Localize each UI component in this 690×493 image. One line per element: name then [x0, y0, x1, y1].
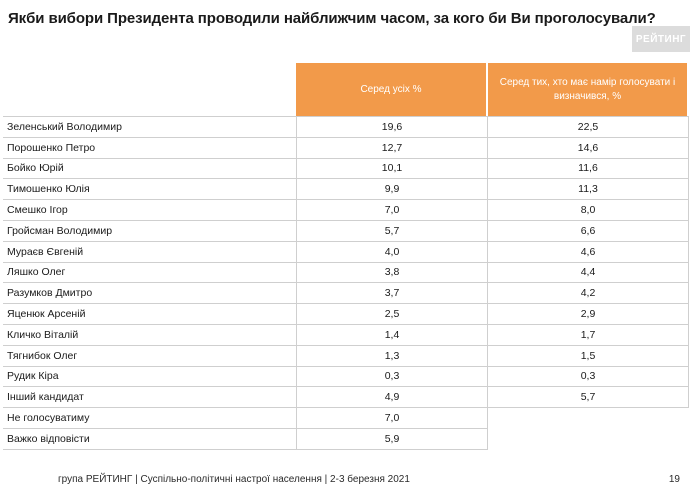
value-all: 5,9 — [296, 428, 488, 450]
value-all: 3,7 — [296, 283, 488, 305]
table-row: Порошенко Петро 12,7 14,6 — [3, 137, 689, 159]
table-row: Тимошенко Юлія 9,9 11,3 — [3, 179, 689, 201]
candidate-name: Інший кандидат — [3, 387, 296, 409]
value-decided — [488, 429, 689, 450]
value-all: 4,9 — [296, 387, 488, 409]
value-decided: 4,6 — [488, 241, 689, 263]
table-header-row: Серед усіх % Серед тих, хто має намір го… — [3, 63, 689, 116]
table-row: Тягнибок Олег 1,3 1,5 — [3, 345, 689, 367]
candidate-name: Разумков Дмитро — [3, 283, 296, 305]
table-row: Гройсман Володимир 5,7 6,6 — [3, 220, 689, 242]
table-row: Разумков Дмитро 3,7 4,2 — [3, 283, 689, 305]
header-blank-cell — [3, 63, 296, 116]
column-header-all: Серед усіх % — [296, 63, 488, 116]
candidate-name: Важко відповісти — [3, 428, 296, 450]
value-decided: 11,3 — [488, 179, 689, 201]
value-all: 7,0 — [296, 408, 488, 429]
table-row: Рудик Кіра 0,3 0,3 — [3, 366, 689, 388]
value-decided — [488, 408, 689, 429]
column-header-decided: Серед тих, хто має намір голосувати і ви… — [488, 63, 689, 116]
value-decided: 1,5 — [488, 345, 689, 367]
value-decided: 5,7 — [488, 387, 689, 409]
value-decided: 6,6 — [488, 220, 689, 242]
value-all: 19,6 — [296, 116, 488, 138]
value-all: 1,3 — [296, 345, 488, 367]
candidate-name: Кличко Віталій — [3, 324, 296, 346]
candidate-name: Гройсман Володимир — [3, 220, 296, 242]
candidate-name: Бойко Юрій — [3, 158, 296, 180]
candidate-name: Мураєв Євгеній — [3, 241, 296, 263]
value-decided: 8,0 — [488, 200, 689, 221]
value-all: 10,1 — [296, 158, 488, 180]
value-decided: 14,6 — [488, 137, 689, 159]
candidate-name: Зеленський Володимир — [3, 116, 296, 138]
value-decided: 22,5 — [488, 116, 689, 138]
table-row: Смешко Ігор 7,0 8,0 — [3, 200, 689, 221]
candidate-name: Рудик Кіра — [3, 366, 296, 388]
value-decided: 1,7 — [488, 324, 689, 346]
candidate-name: Ляшко Олег — [3, 262, 296, 284]
value-all: 1,4 — [296, 324, 488, 346]
value-all: 0,3 — [296, 366, 488, 388]
value-decided: 4,2 — [488, 283, 689, 305]
results-table: Серед усіх % Серед тих, хто має намір го… — [3, 63, 689, 450]
candidate-name: Яценюк Арсеній — [3, 304, 296, 325]
rating-logo: РЕЙТИНГ — [632, 26, 690, 52]
value-all: 5,7 — [296, 220, 488, 242]
value-all: 4,0 — [296, 241, 488, 263]
table-row: Мураєв Євгеній 4,0 4,6 — [3, 241, 689, 263]
table-row: Кличко Віталій 1,4 1,7 — [3, 324, 689, 346]
table-row: Важко відповісти 5,9 — [3, 428, 689, 450]
footer-text: група РЕЙТИНГ | Суспільно-політичні наст… — [58, 474, 410, 485]
candidate-name: Тимошенко Юлія — [3, 179, 296, 201]
table-row: Бойко Юрій 10,1 11,6 — [3, 158, 689, 180]
candidate-name: Тягнибок Олег — [3, 345, 296, 367]
table-row: Яценюк Арсеній 2,5 2,9 — [3, 304, 689, 325]
table-row: Інший кандидат 4,9 5,7 — [3, 387, 689, 409]
value-all: 2,5 — [296, 304, 488, 325]
table-row: Не голосуватиму 7,0 — [3, 408, 689, 429]
value-decided: 11,6 — [488, 158, 689, 180]
table-row: Ляшко Олег 3,8 4,4 — [3, 262, 689, 284]
value-all: 9,9 — [296, 179, 488, 201]
value-all: 3,8 — [296, 262, 488, 284]
page-title: Якби вибори Президента проводили найближ… — [8, 10, 656, 27]
table-row: Зеленський Володимир 19,6 22,5 — [3, 116, 689, 138]
page-number: 19 — [668, 474, 680, 485]
candidate-name: Порошенко Петро — [3, 137, 296, 159]
value-decided: 2,9 — [488, 304, 689, 325]
value-all: 7,0 — [296, 200, 488, 221]
value-all: 12,7 — [296, 137, 488, 159]
candidate-name: Не голосуватиму — [3, 408, 296, 429]
candidate-name: Смешко Ігор — [3, 200, 296, 221]
value-decided: 0,3 — [488, 366, 689, 388]
value-decided: 4,4 — [488, 262, 689, 284]
